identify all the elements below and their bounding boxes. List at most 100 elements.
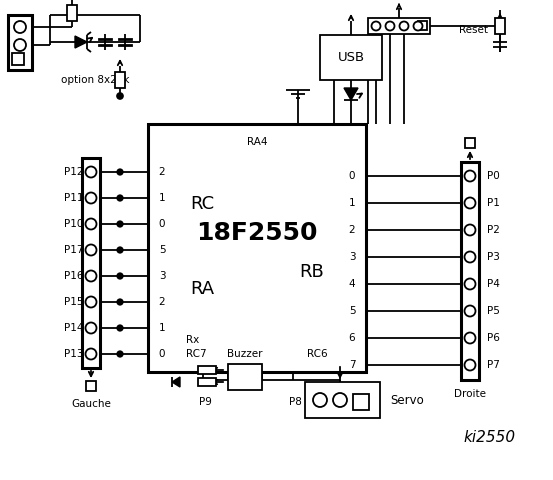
Text: P13: P13	[64, 349, 84, 359]
Circle shape	[117, 221, 123, 227]
Text: P5: P5	[487, 306, 500, 316]
Text: RA: RA	[190, 280, 214, 298]
Text: Droite: Droite	[454, 389, 486, 399]
Text: P1: P1	[487, 198, 500, 208]
Bar	[418, 21, 427, 30]
Circle shape	[117, 247, 123, 253]
Bar	[495, 18, 505, 34]
Text: ki2550: ki2550	[464, 431, 516, 445]
Bar	[465, 138, 475, 148]
Text: 3: 3	[349, 252, 356, 262]
Text: option 8x22k: option 8x22k	[61, 75, 129, 85]
Circle shape	[117, 299, 123, 305]
Text: 1: 1	[159, 193, 165, 203]
Circle shape	[86, 192, 97, 204]
Text: 1: 1	[349, 198, 356, 208]
Circle shape	[117, 273, 123, 279]
Circle shape	[86, 323, 97, 334]
Text: RC6: RC6	[307, 349, 328, 359]
Bar	[228, 364, 262, 390]
Text: P10: P10	[64, 219, 84, 229]
Text: 5: 5	[159, 245, 165, 255]
Circle shape	[117, 195, 123, 201]
Circle shape	[399, 22, 409, 31]
Text: 5: 5	[349, 306, 356, 316]
Circle shape	[465, 333, 476, 344]
Text: 4: 4	[349, 279, 356, 289]
Circle shape	[465, 305, 476, 316]
Circle shape	[313, 393, 327, 407]
Text: RB: RB	[299, 263, 324, 281]
Text: 2: 2	[159, 167, 165, 177]
Text: P6: P6	[487, 333, 500, 343]
Text: P14: P14	[64, 323, 84, 333]
Text: 0: 0	[159, 219, 165, 229]
Circle shape	[86, 244, 97, 255]
Circle shape	[385, 22, 394, 31]
Text: P15: P15	[64, 297, 84, 307]
Text: P8: P8	[289, 397, 301, 407]
Text: 6: 6	[349, 333, 356, 343]
Text: 2: 2	[159, 297, 165, 307]
Text: Buzzer: Buzzer	[227, 349, 263, 359]
Text: Servo: Servo	[390, 394, 424, 407]
Text: P2: P2	[487, 225, 500, 235]
Text: Rx: Rx	[186, 335, 199, 345]
Circle shape	[86, 348, 97, 360]
Bar	[353, 394, 369, 410]
Circle shape	[465, 197, 476, 208]
Text: 1: 1	[159, 323, 165, 333]
Circle shape	[117, 325, 123, 331]
Text: P4: P4	[487, 279, 500, 289]
Text: P12: P12	[64, 167, 84, 177]
Circle shape	[465, 252, 476, 263]
Circle shape	[86, 218, 97, 229]
Polygon shape	[172, 377, 180, 387]
Circle shape	[86, 297, 97, 308]
Bar	[461, 162, 479, 380]
Bar	[198, 378, 216, 386]
Circle shape	[86, 271, 97, 281]
Circle shape	[465, 170, 476, 181]
Text: P17: P17	[64, 245, 84, 255]
Circle shape	[86, 167, 97, 178]
Text: P9: P9	[199, 397, 211, 407]
Bar	[8, 15, 32, 70]
Text: P0: P0	[487, 171, 500, 181]
Text: 3: 3	[159, 271, 165, 281]
Text: P16: P16	[64, 271, 84, 281]
Text: 0: 0	[349, 171, 355, 181]
Circle shape	[117, 351, 123, 357]
Circle shape	[117, 93, 123, 99]
Circle shape	[333, 393, 347, 407]
Circle shape	[14, 21, 26, 33]
Text: USB: USB	[337, 51, 364, 64]
Circle shape	[372, 22, 380, 31]
Text: 18F2550: 18F2550	[196, 221, 318, 245]
Text: P7: P7	[487, 360, 500, 370]
Polygon shape	[344, 88, 358, 100]
Bar	[82, 158, 100, 368]
Circle shape	[465, 225, 476, 236]
Text: RA4: RA4	[247, 137, 267, 147]
Bar	[320, 35, 382, 80]
Text: 0: 0	[159, 349, 165, 359]
Polygon shape	[75, 36, 87, 48]
Text: 2: 2	[349, 225, 356, 235]
Text: Reset: Reset	[459, 25, 488, 35]
Circle shape	[117, 169, 123, 175]
Bar	[368, 18, 430, 34]
Bar	[148, 124, 366, 372]
Text: 7: 7	[349, 360, 356, 370]
Circle shape	[14, 39, 26, 51]
Bar	[305, 382, 380, 418]
Bar	[12, 53, 24, 65]
Bar	[67, 5, 77, 21]
Text: RC: RC	[190, 195, 214, 213]
Text: P3: P3	[487, 252, 500, 262]
Bar	[86, 381, 96, 391]
Text: P11: P11	[64, 193, 84, 203]
Text: Gauche: Gauche	[71, 399, 111, 409]
Circle shape	[414, 22, 422, 31]
Bar	[198, 366, 216, 374]
